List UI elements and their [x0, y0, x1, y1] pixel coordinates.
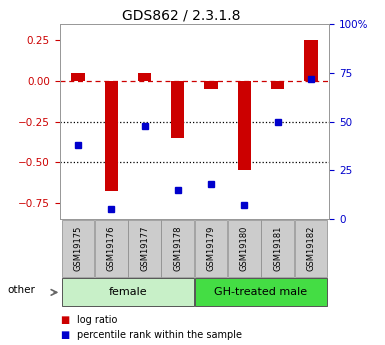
- Text: ■: ■: [60, 315, 69, 325]
- Text: log ratio: log ratio: [77, 315, 117, 325]
- Bar: [261, 220, 294, 277]
- Bar: [295, 220, 327, 277]
- Bar: [128, 220, 161, 277]
- Text: percentile rank within the sample: percentile rank within the sample: [77, 330, 242, 339]
- Text: GDS862 / 2.3.1.8: GDS862 / 2.3.1.8: [122, 9, 240, 23]
- Bar: [62, 278, 194, 306]
- Bar: [195, 220, 228, 277]
- Bar: [161, 220, 194, 277]
- Bar: [238, 81, 251, 170]
- Text: GSM19175: GSM19175: [74, 226, 82, 271]
- Text: GSM19176: GSM19176: [107, 226, 116, 271]
- Bar: [171, 81, 184, 138]
- Text: GH-treated male: GH-treated male: [214, 287, 308, 297]
- Text: GSM19180: GSM19180: [240, 226, 249, 271]
- Text: GSM19179: GSM19179: [207, 226, 216, 271]
- Bar: [204, 81, 218, 89]
- Bar: [105, 81, 118, 191]
- Bar: [195, 278, 327, 306]
- Bar: [304, 40, 318, 81]
- Text: female: female: [109, 287, 147, 297]
- Text: GSM19178: GSM19178: [173, 226, 182, 271]
- Text: GSM19182: GSM19182: [306, 226, 315, 271]
- Bar: [228, 220, 261, 277]
- Text: GSM19181: GSM19181: [273, 226, 282, 271]
- Bar: [138, 73, 151, 81]
- Text: other: other: [7, 286, 35, 295]
- Text: ■: ■: [60, 330, 69, 339]
- Bar: [71, 73, 85, 81]
- Bar: [271, 81, 284, 89]
- Bar: [62, 220, 94, 277]
- Bar: [95, 220, 127, 277]
- Text: GSM19177: GSM19177: [140, 226, 149, 271]
